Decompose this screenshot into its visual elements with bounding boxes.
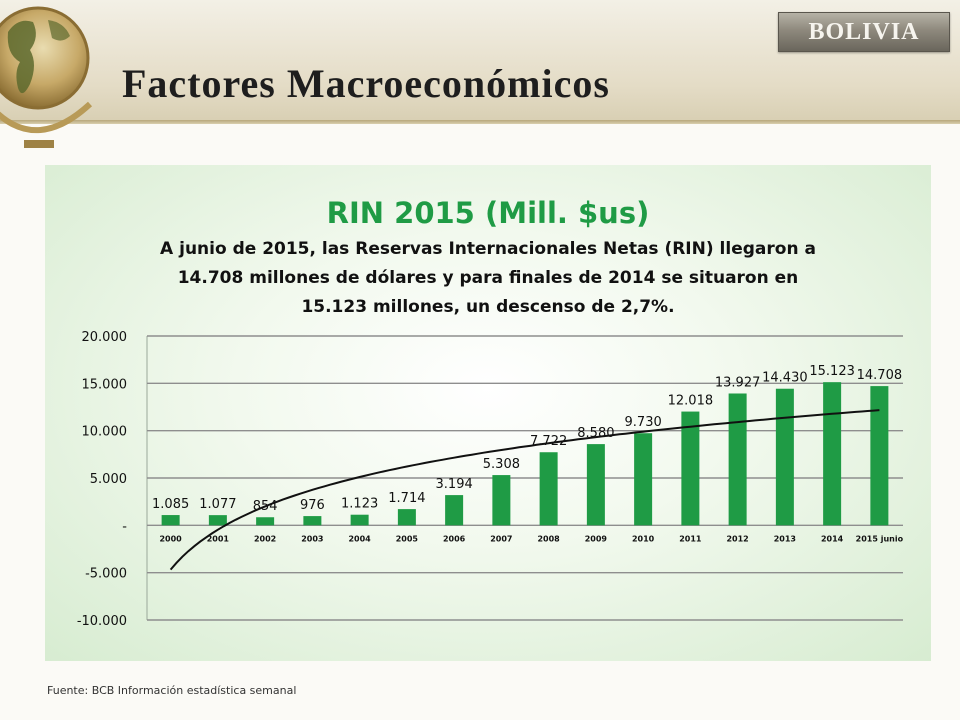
plot-area: 20.000 15.000 10.000 5.000 - -5.000 -10.000 1.0… xyxy=(77,330,904,629)
bar xyxy=(539,452,558,526)
x-tick-label: 2014 xyxy=(821,534,844,543)
bar xyxy=(256,517,275,526)
country-badge: BOLIVIA xyxy=(778,12,950,52)
data-label: 14.430 xyxy=(762,371,808,386)
y-tick-label: 15.000 xyxy=(82,377,128,392)
page-title: Factores Macroeconómicos xyxy=(122,61,610,106)
data-label: 7.722 xyxy=(530,434,567,449)
source-note: Fuente: BCB Información estadística sema… xyxy=(47,684,297,697)
data-label: 13.927 xyxy=(715,375,761,390)
bar xyxy=(634,433,653,526)
bar xyxy=(397,509,416,526)
y-tick-label: - xyxy=(122,519,127,534)
x-tick-label: 2003 xyxy=(301,534,323,543)
x-tick-label: 2010 xyxy=(632,534,655,543)
bar xyxy=(775,388,794,526)
y-tick-label: -10.000 xyxy=(77,614,127,629)
bar xyxy=(445,495,464,526)
y-tick-label: 20.000 xyxy=(82,330,128,345)
data-label: 14.708 xyxy=(857,368,903,383)
x-tick-label: 2005 xyxy=(396,534,419,543)
x-tick-label: 2004 xyxy=(348,534,371,543)
y-tick-label: 5.000 xyxy=(90,472,127,487)
bar xyxy=(350,514,369,526)
chart-title: RIN 2015 (Mill. $us) xyxy=(327,196,650,230)
chart-panel: RIN 2015 (Mill. $us) A junio de 2015, la… xyxy=(45,165,931,661)
globe-icon xyxy=(0,6,93,148)
data-label: 1.085 xyxy=(152,497,189,512)
x-tick-label: 2007 xyxy=(490,534,512,543)
trendline xyxy=(169,409,880,571)
bar xyxy=(870,386,889,526)
data-label: 976 xyxy=(300,498,325,513)
x-tick-label: 2009 xyxy=(585,534,608,543)
data-label: 15.123 xyxy=(809,364,855,379)
data-label: 1.714 xyxy=(388,491,425,506)
bar xyxy=(492,475,511,526)
bar xyxy=(823,382,842,526)
x-tick-label: 2011 xyxy=(679,534,702,543)
bar xyxy=(161,515,180,526)
chart-subtitle-line-2: 14.708 millones de dólares y para finale… xyxy=(178,268,799,288)
data-label: 5.308 xyxy=(483,457,520,472)
y-tick-label: 10.000 xyxy=(82,425,128,440)
bar xyxy=(208,515,227,526)
data-label: 1.123 xyxy=(341,497,378,512)
bar xyxy=(728,393,747,526)
bar xyxy=(303,516,322,526)
data-label: 3.194 xyxy=(436,477,473,492)
x-tick-label: 2012 xyxy=(726,534,748,543)
bar xyxy=(586,444,605,526)
y-tick-label: -5.000 xyxy=(85,567,127,582)
header-divider xyxy=(0,120,960,124)
rin-bar-chart: RIN 2015 (Mill. $us) A junio de 2015, la… xyxy=(77,196,904,629)
x-tick-label: 2001 xyxy=(207,534,230,543)
x-tick-label: 2008 xyxy=(537,534,560,543)
x-tick-label: 2002 xyxy=(254,534,276,543)
x-tick-label: 2015 junio xyxy=(856,534,904,543)
bar xyxy=(681,411,700,526)
data-label: 12.018 xyxy=(668,394,714,409)
chart-subtitle-line-1: A junio de 2015, las Reservas Internacio… xyxy=(160,239,816,259)
x-tick-label: 2013 xyxy=(774,534,796,543)
data-label: 9.730 xyxy=(625,415,662,430)
data-label: 1.077 xyxy=(199,497,236,512)
chart-subtitle-line-3: 15.123 millones, un descenso de 2,7%. xyxy=(301,297,674,317)
x-tick-label: 2000 xyxy=(159,534,182,543)
x-tick-label: 2006 xyxy=(443,534,466,543)
